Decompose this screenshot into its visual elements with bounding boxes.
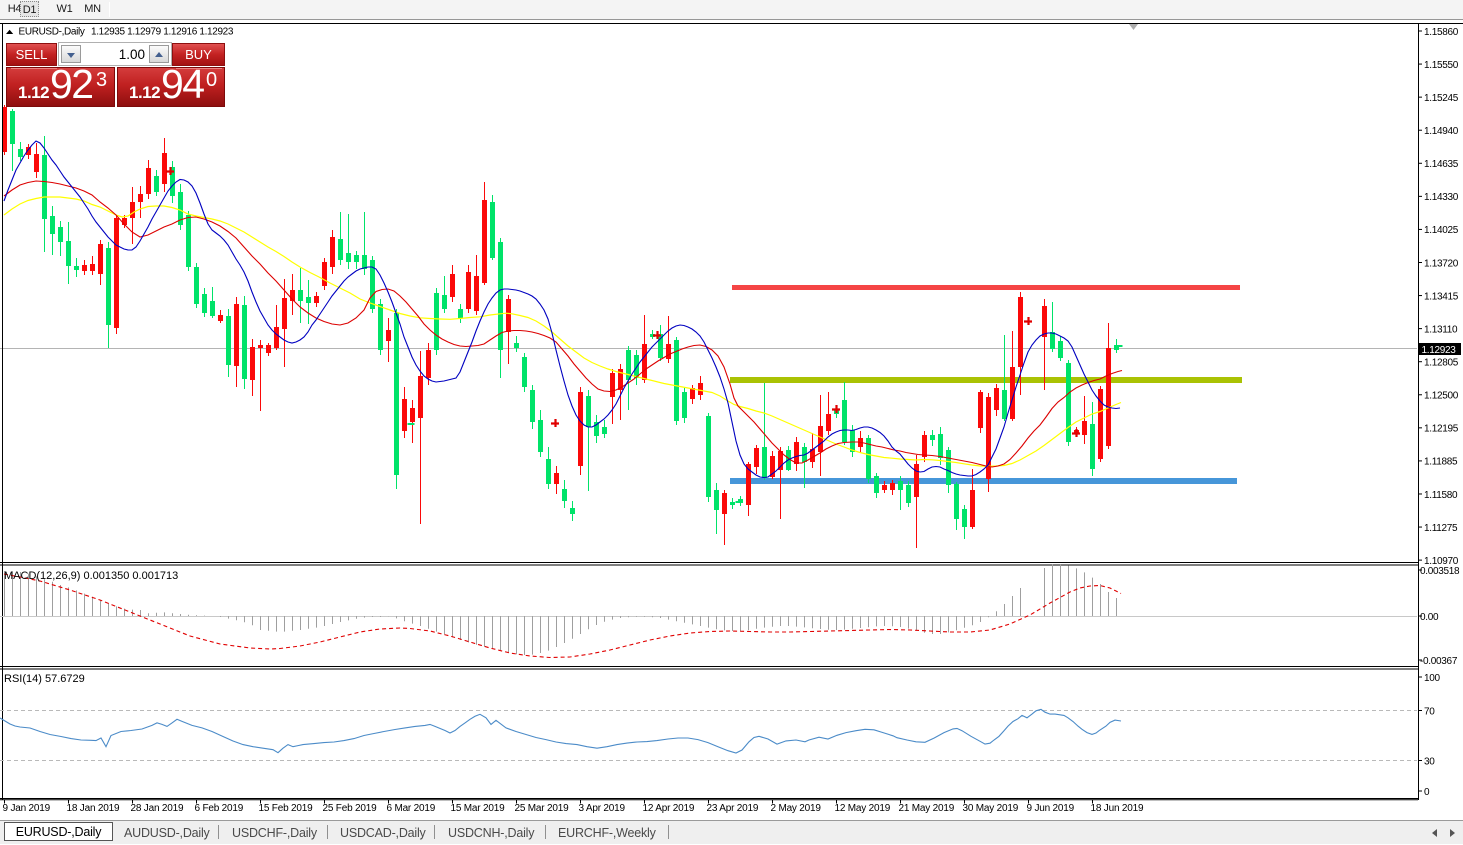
svg-text:1.11885: 1.11885 xyxy=(1424,457,1458,468)
svg-text:18 Jan 2019: 18 Jan 2019 xyxy=(67,803,120,814)
svg-text:25 Feb 2019: 25 Feb 2019 xyxy=(323,803,378,814)
svg-text:1.14940: 1.14940 xyxy=(1424,126,1459,137)
svg-text:1.14330: 1.14330 xyxy=(1424,192,1459,203)
svg-text:30: 30 xyxy=(1424,756,1435,767)
svg-text:18 Jun 2019: 18 Jun 2019 xyxy=(1091,803,1144,814)
svg-text:0.00: 0.00 xyxy=(1420,612,1439,623)
svg-text:1.12195: 1.12195 xyxy=(1424,424,1459,435)
svg-text:1.13110: 1.13110 xyxy=(1424,324,1458,335)
svg-text:EURUSD-,Daily: EURUSD-,Daily xyxy=(19,27,85,38)
svg-text:1.14025: 1.14025 xyxy=(1424,225,1459,236)
svg-text:1.12805: 1.12805 xyxy=(1424,358,1459,369)
svg-text:6 Feb 2019: 6 Feb 2019 xyxy=(195,803,244,814)
svg-text:2 May 2019: 2 May 2019 xyxy=(771,803,822,814)
svg-text:1.12500: 1.12500 xyxy=(1424,391,1459,402)
svg-text:23 Apr 2019: 23 Apr 2019 xyxy=(707,803,759,814)
svg-text:3 Apr 2019: 3 Apr 2019 xyxy=(579,803,626,814)
svg-text:12 May 2019: 12 May 2019 xyxy=(835,803,891,814)
svg-text:1.11275: 1.11275 xyxy=(1424,523,1458,534)
svg-text:1.15550: 1.15550 xyxy=(1424,60,1459,71)
svg-text:1.11580: 1.11580 xyxy=(1424,490,1458,501)
svg-text:1.10970: 1.10970 xyxy=(1424,556,1459,567)
svg-text:1.12935 1.12979 1.12916 1.1292: 1.12935 1.12979 1.12916 1.12923 xyxy=(91,27,234,38)
svg-text:21 May 2019: 21 May 2019 xyxy=(899,803,955,814)
svg-text:1.12923: 1.12923 xyxy=(1422,345,1457,356)
svg-text:1.13415: 1.13415 xyxy=(1424,291,1459,302)
svg-text:MACD(12,26,9) 0.001350 0.00171: MACD(12,26,9) 0.001350 0.001713 xyxy=(4,570,178,582)
svg-text:30 May 2019: 30 May 2019 xyxy=(963,803,1019,814)
svg-text:RSI(14) 57.6729: RSI(14) 57.6729 xyxy=(4,673,85,685)
svg-text:15 Feb 2019: 15 Feb 2019 xyxy=(259,803,314,814)
svg-text:1.15245: 1.15245 xyxy=(1424,93,1459,104)
svg-text:15 Mar 2019: 15 Mar 2019 xyxy=(451,803,506,814)
svg-text:12 Apr 2019: 12 Apr 2019 xyxy=(643,803,695,814)
svg-text:0.003518: 0.003518 xyxy=(1420,566,1460,577)
svg-text:1.15860: 1.15860 xyxy=(1424,27,1459,38)
svg-text:6 Mar 2019: 6 Mar 2019 xyxy=(387,803,436,814)
svg-text:9 Jan 2019: 9 Jan 2019 xyxy=(3,803,51,814)
svg-text:1.14635: 1.14635 xyxy=(1424,159,1459,170)
svg-text:70: 70 xyxy=(1424,706,1435,717)
svg-text:-0.00367: -0.00367 xyxy=(1420,656,1458,667)
svg-text:0: 0 xyxy=(1424,787,1430,798)
svg-text:1.13720: 1.13720 xyxy=(1424,258,1459,269)
svg-text:100: 100 xyxy=(1424,673,1441,684)
svg-text:28 Jan 2019: 28 Jan 2019 xyxy=(131,803,184,814)
svg-text:9 Jun 2019: 9 Jun 2019 xyxy=(1027,803,1075,814)
svg-text:25 Mar 2019: 25 Mar 2019 xyxy=(515,803,570,814)
